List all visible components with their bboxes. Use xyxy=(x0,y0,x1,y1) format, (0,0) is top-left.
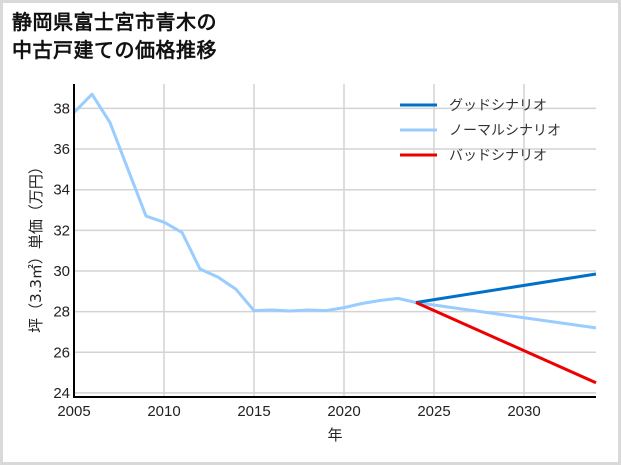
y-tick-label: 28 xyxy=(53,304,70,321)
chart-title: 静岡県富士宮市青木の 中古戸建ての価格推移 xyxy=(12,8,217,64)
y-tick-label: 26 xyxy=(53,344,70,361)
y-axis-title: 坪（3.3㎡）単価（万円） xyxy=(27,159,45,333)
y-tick-label: 34 xyxy=(53,182,70,199)
x-tick-label: 2005 xyxy=(57,403,90,420)
x-tick-label: 2010 xyxy=(147,403,180,420)
x-tick-label: 2020 xyxy=(327,403,360,420)
legend-label: グッドシナリオ xyxy=(449,98,547,114)
y-tick-labels: 24 26 28 30 32 34 36 38 xyxy=(53,100,70,402)
x-tick-label: 2015 xyxy=(237,403,270,420)
x-tick-labels: 2005 2010 2015 2020 2025 2030 xyxy=(57,403,540,420)
series-line xyxy=(72,92,597,330)
series-line xyxy=(415,272,597,304)
legend-label: バッドシナリオ xyxy=(449,148,547,164)
y-tick-label: 38 xyxy=(53,100,70,117)
x-tick-label: 2025 xyxy=(417,403,450,420)
legend-label: ノーマルシナリオ xyxy=(449,123,561,139)
y-tick-label: 30 xyxy=(53,263,70,280)
data-series xyxy=(72,92,597,385)
x-tick-label: 2030 xyxy=(507,403,540,420)
x-axis-title: 年 xyxy=(327,426,342,444)
y-tick-label: 32 xyxy=(53,222,70,239)
axes xyxy=(73,84,596,398)
y-tick-label: 36 xyxy=(53,141,70,158)
chart-title-line-1: 静岡県富士宮市青木の xyxy=(12,10,217,34)
chart-title-line-2: 中古戸建ての価格推移 xyxy=(12,38,217,62)
y-tick-label: 24 xyxy=(53,385,70,402)
series-line xyxy=(415,301,597,385)
